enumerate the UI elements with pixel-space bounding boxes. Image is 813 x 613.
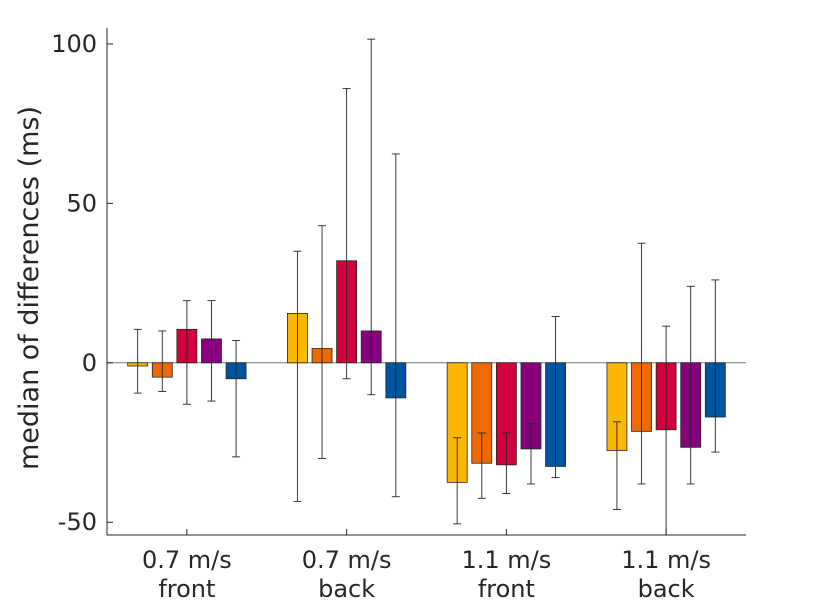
error-bars-layer	[133, 38, 720, 536]
error-bar-1-1	[133, 328, 142, 394]
error-bar-2-4	[367, 38, 376, 396]
error-bar-2-2	[318, 225, 327, 459]
x-tick-label-1: 0.7 m/s front	[142, 546, 232, 603]
error-bar-1-4	[207, 300, 216, 402]
x-tick-label-4: 1.1 m/s back	[621, 546, 711, 603]
error-bar-1-2	[158, 330, 167, 392]
y-tick-label-1: 100	[51, 30, 97, 58]
bars-layer	[127, 260, 726, 483]
error-bar-3-1	[453, 437, 462, 525]
error-bar-4-2	[637, 242, 646, 485]
error-bar-4-4	[686, 285, 695, 485]
y-tick-label-3: 0	[82, 349, 97, 377]
error-bar-2-3	[342, 88, 351, 380]
error-bar-2-5	[391, 153, 400, 498]
error-bar-1-5	[232, 340, 241, 458]
error-bar-3-5	[551, 316, 560, 479]
x-tick-label-2: 0.7 m/s back	[302, 546, 392, 603]
error-bar-4-3	[662, 325, 671, 536]
error-bar-4-1	[612, 421, 621, 510]
x-tick-label-3: 1.1 m/s front	[461, 546, 551, 603]
error-bar-3-2	[477, 432, 486, 499]
y-tick-label-2: 50	[66, 189, 97, 217]
error-bar-2-1	[293, 250, 302, 502]
axes-layer	[106, 28, 746, 536]
error-bar-1-3	[182, 300, 191, 405]
y-tick-label-4: -50	[58, 508, 97, 536]
y-axis-label: median of differences (ms)	[14, 106, 45, 470]
error-bar-3-3	[502, 432, 511, 494]
error-bar-3-4	[526, 422, 535, 485]
labels-layer: 0.7 m/s front 0.7 m/s back 1.1 m/s front 1.1 m…	[51, 30, 711, 603]
error-bar-4-5	[711, 279, 720, 453]
